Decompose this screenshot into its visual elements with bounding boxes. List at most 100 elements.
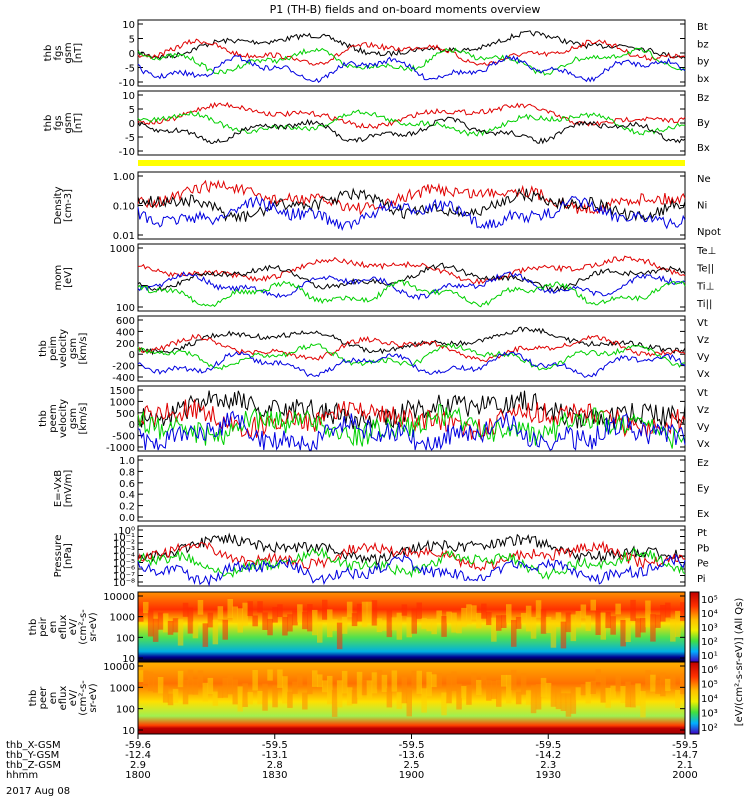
spectrogram-cell: [600, 675, 606, 703]
series-te-line: [137, 262, 686, 293]
y-tick-label: 100: [116, 705, 135, 716]
x-tick-label-y: -13.6: [399, 750, 425, 761]
spectrogram-cell: [426, 671, 432, 697]
spectrogram-cell: [386, 688, 393, 708]
y-tick-label: 10⁻⁴: [113, 552, 135, 563]
spectrogram-cell: [545, 616, 552, 633]
x-axis-row-label: thb_X-GSM: [6, 740, 61, 751]
spectrogram-cell: [207, 677, 214, 694]
colorbar-tick-label: 10²: [701, 723, 718, 734]
spectrogram-cell: [431, 674, 437, 688]
series-bz-line: [137, 101, 686, 130]
spectrogram-cell: [615, 675, 621, 692]
spectrogram-cell: [486, 612, 492, 626]
spectrogram-cell: [610, 616, 616, 635]
y-tick-label: 10⁻¹: [113, 533, 135, 544]
y-tick-label: 1.0: [119, 456, 135, 467]
spectrogram-cell: [157, 612, 164, 630]
spectrogram-cell: [461, 685, 467, 699]
spectrogram-cell: [267, 669, 273, 681]
y-axis-label: sr-eV): [88, 612, 99, 641]
spectrogram-cell: [331, 689, 338, 717]
spectrogram-cell: [565, 693, 572, 717]
y-tick-label: 10⁻³: [113, 546, 135, 557]
y-tick-label: 10000: [103, 662, 135, 673]
spectrogram-cell: [580, 604, 587, 619]
spectrogram-cell: [401, 604, 408, 616]
spectrogram-cell: [416, 670, 422, 694]
spectrogram-cell: [217, 686, 224, 698]
spectrogram-cell: [496, 679, 502, 707]
y-axis-label: eV/: [68, 618, 79, 635]
spectrogram-cell: [426, 619, 432, 632]
spectrogram-cell: [456, 683, 462, 710]
spectrogram-cell: [406, 617, 412, 638]
spectrogram-cell: [530, 685, 537, 714]
colorbar-lower: [689, 661, 700, 735]
spectrogram-cell: [242, 683, 248, 707]
legend-by: By: [697, 118, 710, 129]
spectrogram-cell: [446, 611, 452, 624]
y-tick-label: -10: [119, 147, 135, 158]
y-axis-label: gsm: [68, 338, 79, 359]
spectrogram-cell: [540, 677, 547, 697]
y-axis-label: (cm²-s-: [78, 609, 89, 645]
legend-bt: Bt: [697, 22, 708, 33]
spectrogram-cell: [212, 691, 219, 706]
spectrogram-cell: [376, 669, 383, 690]
y-axis-label: fgs: [53, 45, 64, 60]
spectrogram-cell: [336, 680, 343, 708]
spectrogram-cell: [267, 618, 273, 636]
spectrogram-cell: [610, 685, 616, 699]
spectrogram-cell: [421, 618, 427, 629]
spectrogram-cell: [396, 612, 403, 640]
spectrogram-cell: [665, 602, 671, 618]
spectrogram-cell: [227, 674, 233, 695]
y-tick-label: -400: [112, 373, 135, 384]
spectrogram-cell: [167, 620, 174, 635]
spectrogram-cell: [575, 687, 582, 700]
series-pe-line: [137, 546, 686, 581]
y-axis-label: thb: [38, 340, 49, 357]
x-axis-row-label: thb_Z-GSM: [6, 760, 61, 771]
spectrogram-cell: [660, 605, 666, 622]
spectrogram-cell: [222, 619, 228, 640]
series-vz-line: [137, 399, 686, 440]
spectrogram-cell: [371, 672, 378, 694]
spectrogram-cell: [341, 616, 348, 634]
x-tick-label-x: -59.5: [262, 740, 288, 751]
y-tick-label: 1000: [110, 244, 135, 255]
y-tick-label: 10: [122, 91, 135, 102]
x-tick-label-z: 2.9: [130, 760, 146, 771]
legend-npot: Npot: [697, 227, 721, 238]
spectrogram-cell: [515, 616, 522, 629]
y-tick-label: 0.0: [119, 513, 135, 524]
spectrogram-cell: [143, 670, 149, 685]
spectrogram-cell: [680, 602, 686, 621]
spectrogram-cell: [257, 691, 263, 705]
y-axis-label: fgs: [53, 115, 64, 130]
spectrogram-cell: [336, 622, 343, 650]
spectrogram-cell: [207, 612, 214, 628]
x-tick-label-hhmm: 1830: [262, 770, 287, 781]
spectrogram-cell: [421, 688, 427, 713]
y-axis-label: gsm: [63, 112, 74, 133]
y-tick-label: 0: [129, 350, 135, 361]
legend-ti: Ti⊥: [696, 281, 714, 292]
legend-ni: Ni: [697, 201, 707, 212]
spectrogram-cell: [152, 674, 159, 693]
spectrogram-cell: [386, 610, 393, 638]
spectrogram-cell: [356, 671, 363, 698]
spectrogram-cell: [411, 670, 417, 688]
plot-frame: [137, 19, 686, 87]
x-tick-label-hhmm: 1800: [125, 770, 150, 781]
spectrogram-cell: [570, 687, 577, 714]
y-axis-label: Density: [53, 186, 64, 224]
legend-pe: Pe: [697, 559, 709, 570]
y-tick-label: 1000: [110, 613, 135, 624]
colorbar-tick-label: 10⁴: [701, 694, 718, 705]
spectrogram-cell: [366, 601, 373, 624]
spectrogram-cell: [645, 670, 651, 690]
